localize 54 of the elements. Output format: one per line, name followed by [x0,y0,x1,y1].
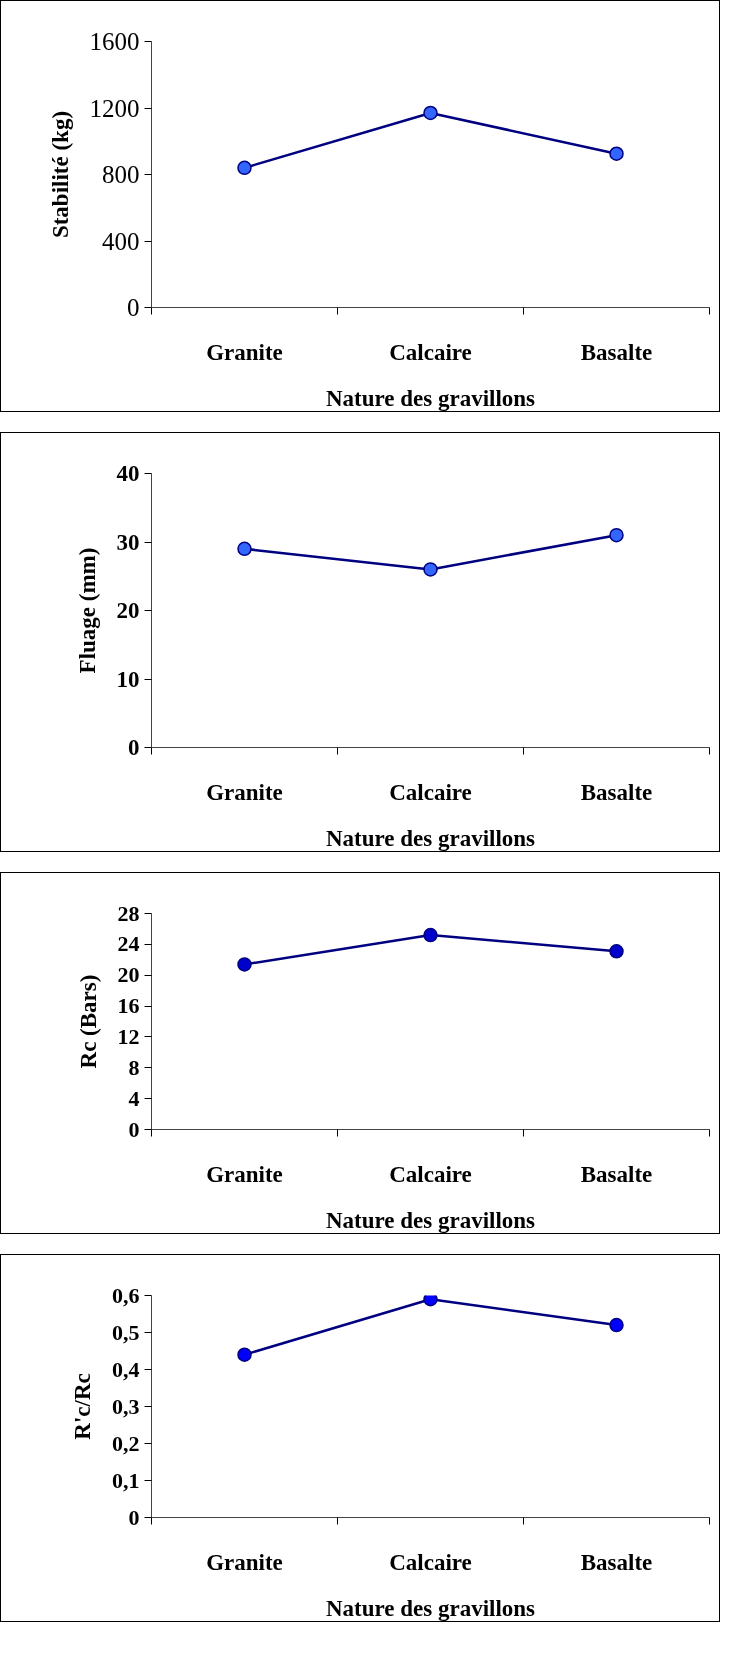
x-tick-label: Calcaire [389,779,472,805]
x-axis-title: Nature des gravillons [325,1207,536,1233]
y-tick-label: 0,4 [112,1356,140,1382]
x-tick-label: Basalte [580,779,653,805]
y-tick-label: 0 [128,1504,140,1530]
x-axis-title: Nature des gravillons [325,1595,536,1621]
y-axis-title: Rc (Bars) [75,974,101,1069]
y-tick-label: 0 [127,294,140,321]
x-tick-label: Basalte [580,339,653,365]
y-tick-label: 400 [102,227,140,255]
point [609,527,624,543]
x-tick-label: Calcaire [389,339,472,365]
point [423,562,438,577]
y-tick-label: 0,5 [112,1319,140,1345]
y-tick-label: 12 [117,1023,140,1049]
y-tick-label: 4 [128,1085,140,1111]
y-tick-label: 0,3 [112,1393,140,1419]
y-tick-label: 0 [128,1116,140,1142]
x-tick-label: Granite [206,339,283,365]
point [423,927,438,943]
y-tick-label: 0,6 [112,1282,140,1308]
y-tick-label: 16 [117,993,140,1019]
y-tick-label: 1200 [89,94,140,122]
y-tick-label: 20 [116,598,140,623]
y-tick-label: 10 [116,666,140,692]
y-tick-label: 28 [117,900,140,926]
point [423,105,438,121]
x-axis-title: Nature des gravillons [325,385,536,411]
y-tick-label: 30 [116,529,140,555]
point [237,957,252,972]
y-tick-label: 800 [102,161,140,188]
x-tick-label: Calcaire [389,1549,472,1575]
y-tick-label: 0 [128,735,140,760]
x-tick-label: Calcaire [389,1161,472,1187]
y-axis-title: Stabilité (kg) [47,110,73,239]
point [237,160,252,176]
x-tick-label: Basalte [580,1549,653,1575]
point [609,146,624,161]
x-axis-title: Nature des gravillons [325,825,536,851]
point [237,541,252,557]
y-axis-title: Fluage (mm) [74,547,100,674]
y-tick-label: 0,1 [112,1467,140,1493]
y-tick-label: 40 [116,461,140,486]
y-tick-label: 24 [117,931,140,957]
y-tick-label: 8 [128,1054,140,1080]
y-axis-title: R'c/Rc [70,1373,95,1440]
x-tick-label: Basalte [580,1161,653,1187]
point [609,944,624,959]
x-tick-label: Granite [206,779,283,805]
y-tick-label: 1600 [89,28,140,55]
y-tick-label: 20 [117,962,140,988]
x-tick-label: Granite [206,1161,283,1187]
x-tick-label: Granite [206,1549,283,1575]
y-tick-label: 0,2 [112,1430,140,1456]
